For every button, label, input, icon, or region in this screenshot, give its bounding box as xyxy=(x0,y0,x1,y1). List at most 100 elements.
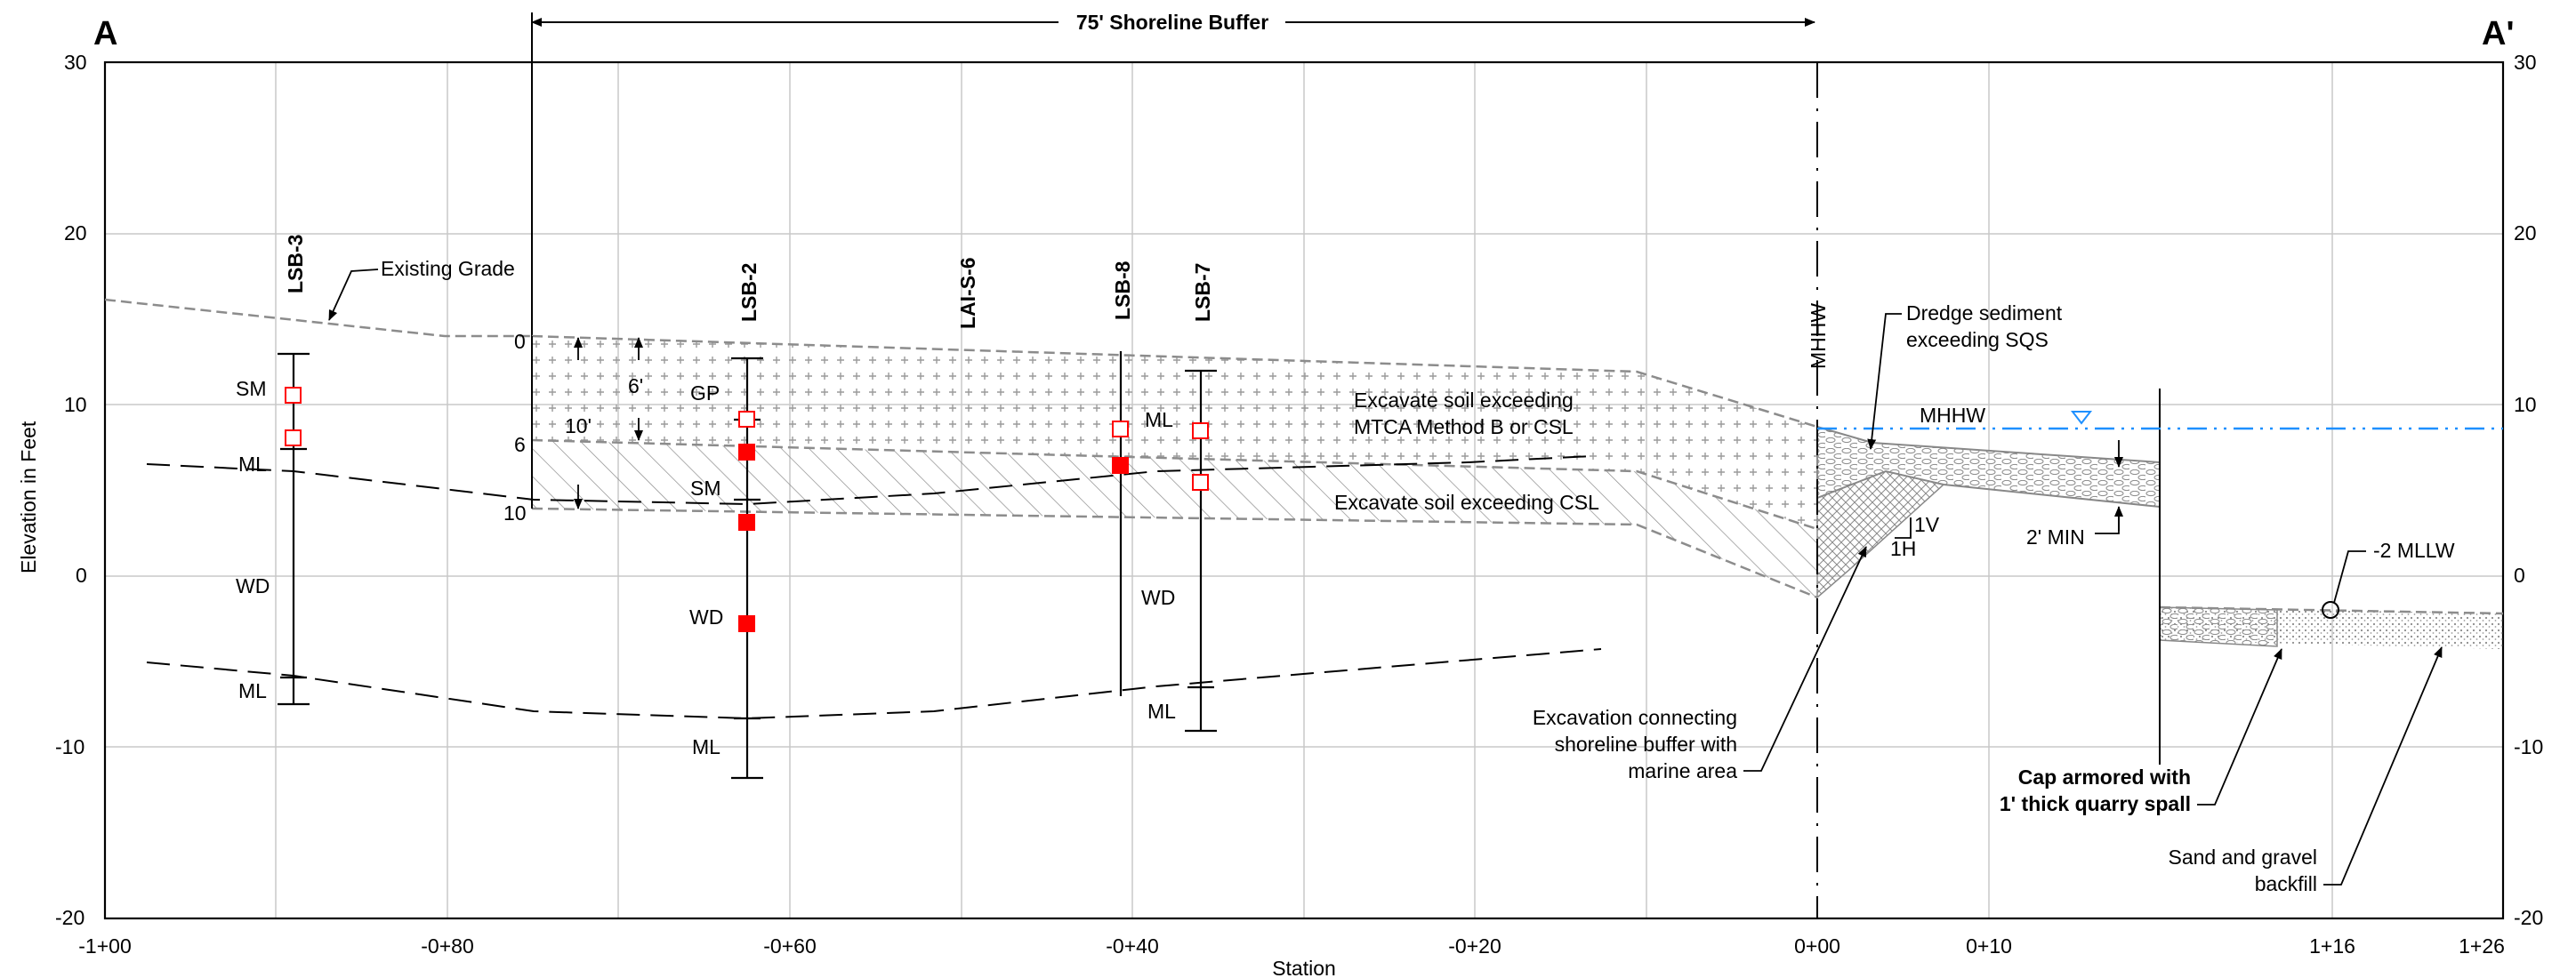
soil-label: ML xyxy=(238,453,267,476)
sample-open xyxy=(1192,474,1209,491)
boring-id: LSB-7 xyxy=(1191,263,1214,322)
y-tick: -20 xyxy=(2514,906,2543,929)
csl-zone-label: Excavate soil exceeding CSL xyxy=(1334,491,1599,514)
mtca-excavation-zone xyxy=(532,336,1817,529)
cap-note-1: Cap armored with xyxy=(2018,766,2191,789)
y-tick: 20 xyxy=(64,221,87,244)
slope-h-label: 1H xyxy=(1890,537,1916,560)
dredge-label-1: Dredge sediment xyxy=(1906,301,2063,325)
cap-note-leader xyxy=(2197,648,2282,806)
section-start-label: A xyxy=(93,15,117,52)
boring-id: LSB-3 xyxy=(284,235,307,293)
boring-lsb-7: LSB-7 ML xyxy=(1147,263,1217,733)
mtca-zone-label-1: Excavate soil exceeding xyxy=(1354,389,1574,412)
mllw-leader xyxy=(2333,550,2366,604)
soil-label: WD xyxy=(1141,586,1175,609)
soil-label: SM xyxy=(690,477,721,500)
section-end-label: A' xyxy=(2482,15,2514,52)
dim-ten-label: 10' xyxy=(565,414,592,437)
boring-lsb-3: LSB-3 SM ML WD ML xyxy=(236,235,310,706)
x-tick: -0+20 xyxy=(1448,934,1501,958)
backfill-note-2: backfill xyxy=(2255,872,2317,895)
wd-ml-contact xyxy=(146,648,1602,720)
y-tick: 20 xyxy=(2514,221,2537,244)
soil-label: WD xyxy=(689,605,723,629)
x-tick: -0+40 xyxy=(1106,934,1158,958)
boring-lai-s-6: LAI-S-6 xyxy=(956,258,979,330)
depth-mark-0: 0 xyxy=(514,330,526,353)
sample-open xyxy=(285,429,302,446)
soil-label: ML xyxy=(238,679,267,702)
y-axis-label: Elevation in Feet xyxy=(17,421,40,573)
x-axis-label: Station xyxy=(1272,957,1336,978)
excavation-note-1: Excavation connecting xyxy=(1533,706,1737,729)
y-tick: -10 xyxy=(2514,735,2543,758)
mllw-label: -2 MLLW xyxy=(2373,539,2455,562)
mhhw-water-label: MHHW xyxy=(1920,404,1985,427)
depth-mark-6: 6 xyxy=(514,433,526,456)
soil-label: SM xyxy=(236,377,267,400)
excavation-note-2: shoreline buffer with xyxy=(1555,733,1737,756)
boring-lsb-2: LSB-2 GP SM WD ML xyxy=(689,263,763,780)
boring-id: LSB-2 xyxy=(737,263,761,322)
excavation-note-3: marine area xyxy=(1628,759,1737,782)
csl-excavation-zone xyxy=(532,440,1817,597)
excavation-note-leader xyxy=(1743,546,1867,772)
backfill-note-1: Sand and gravel xyxy=(2168,846,2317,869)
slope-v-label: 1V xyxy=(1914,513,1940,536)
y-tick: 30 xyxy=(2514,51,2537,74)
boring-id: LAI-S-6 xyxy=(956,258,979,330)
sample-open xyxy=(285,387,302,404)
y-tick: 30 xyxy=(64,51,87,74)
excavation-top xyxy=(531,334,1818,429)
armored-cap xyxy=(2159,606,2278,647)
cap-min-leader xyxy=(2095,511,2120,534)
y-tick: 0 xyxy=(2514,564,2525,587)
grade-leader xyxy=(328,269,379,321)
backfill-note-leader xyxy=(2323,646,2443,886)
soil-label: GP xyxy=(690,381,720,405)
dim-six-label: 6' xyxy=(628,374,643,397)
plot-frame xyxy=(103,60,2505,920)
x-tick: 1+16 xyxy=(2309,934,2355,958)
marine-area xyxy=(1816,62,2504,918)
mllw-marker-icon xyxy=(2322,601,2339,619)
y-tick: 0 xyxy=(76,564,87,587)
y-axis-left: 30 20 10 0 -10 -20 xyxy=(55,51,87,929)
dredge-label-2: exceeding SQS xyxy=(1906,328,2049,351)
x-tick: -0+60 xyxy=(763,934,816,958)
sample-filled xyxy=(738,444,755,461)
x-tick: 1+26 xyxy=(2459,934,2505,958)
shoreline-buffer-dimension: 75' Shoreline Buffer xyxy=(531,11,1815,498)
csl-base xyxy=(531,507,1818,599)
cap-note-2: 1' thick quarry spall xyxy=(2000,792,2191,815)
soil-label: ML xyxy=(1145,408,1173,431)
sample-filled xyxy=(1112,457,1129,474)
cap-min-label: 2' MIN xyxy=(2026,525,2085,549)
sample-open xyxy=(1192,422,1209,439)
boring-lsb-8: LSB-8 ML WD xyxy=(1111,261,1175,696)
boring-id: LSB-8 xyxy=(1111,261,1134,320)
connecting-excavation xyxy=(1816,470,1945,599)
buffer-label: 75' Shoreline Buffer xyxy=(1076,11,1268,34)
y-tick: -10 xyxy=(55,735,85,758)
x-tick: -0+80 xyxy=(421,934,473,958)
y-axis-right: 30 20 10 0 -10 -20 xyxy=(2514,51,2543,929)
sample-open xyxy=(738,411,755,428)
sample-filled xyxy=(738,615,755,632)
soil-label: ML xyxy=(692,735,720,758)
mudline xyxy=(2159,605,2504,615)
sample-filled xyxy=(738,514,755,531)
existing-grade xyxy=(104,298,532,338)
sample-open xyxy=(1112,421,1129,437)
mhhw-vertical-label: MHHW xyxy=(1807,303,1830,369)
slope-triangle xyxy=(1895,517,1912,539)
y-tick: 10 xyxy=(64,393,87,416)
y-tick: 10 xyxy=(2514,393,2537,416)
x-tick: 0+00 xyxy=(1794,934,1840,958)
y-tick: -20 xyxy=(55,906,85,929)
x-axis: -1+00 -0+80 -0+60 -0+40 -0+20 0+00 0+10 … xyxy=(78,934,2505,978)
ml-wd-contact xyxy=(146,455,1593,506)
mtca-base xyxy=(531,438,1818,531)
